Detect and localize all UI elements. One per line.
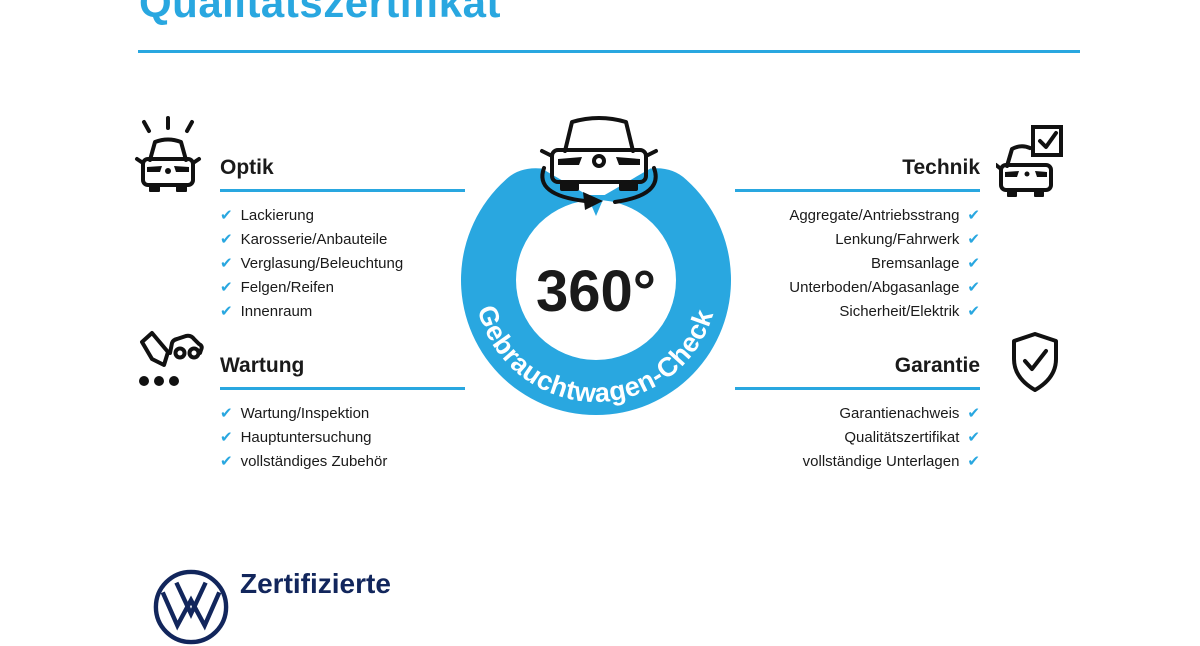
car-checkbox-icon <box>996 125 1063 197</box>
vw-logo-icon <box>153 569 229 645</box>
check-icon: ✔ <box>967 230 980 248</box>
check-icon: ✔ <box>967 302 980 320</box>
check-icon: ✔ <box>967 404 980 422</box>
shield-check-icon <box>1012 332 1058 392</box>
item-label: Verglasung/Beleuchtung <box>240 254 404 272</box>
checklist-item: vollständige Unterlagen ✔ <box>735 449 980 473</box>
check-icon: ✔ <box>967 278 980 296</box>
checklist-item: Lenkung/Fahrwerk ✔ <box>735 227 980 251</box>
check-icon: ✔ <box>967 452 980 470</box>
checklist-item: Sicherheit/Elektrik ✔ <box>735 299 980 323</box>
section-optik: Optik ✔ Lackierung ✔ Karosserie/Anbauteile… <box>220 155 465 323</box>
section-divider <box>220 387 465 390</box>
checklist-item: ✔ Wartung/Inspektion <box>220 401 465 425</box>
item-label: vollständiges Zubehör <box>240 452 388 470</box>
qualitaetszertifikat-page: { "title": "Qualitätszertifikat", "ui": … <box>135 0 1080 645</box>
item-label: Unterboden/Abgasanlage <box>789 278 960 296</box>
item-label: Felgen/Reifen <box>240 278 334 296</box>
check-icon: ✔ <box>220 206 233 224</box>
checklist-item: ✔ Karosserie/Anbauteile <box>220 227 465 251</box>
check-icon: ✔ <box>220 404 233 422</box>
item-label: Qualitätszertifikat <box>844 428 960 446</box>
360-check-ring: Gebrauchtwagen-Check 360° <box>461 168 731 416</box>
checklist-item: Aggregate/Antriebsstrang ✔ <box>735 203 980 227</box>
item-label: Garantienachweis <box>839 404 960 422</box>
item-label: Karosserie/Anbauteile <box>240 230 388 248</box>
section-title-technik: Technik <box>902 156 980 179</box>
section-divider <box>735 387 980 390</box>
checklist-item: ✔ Hauptuntersuchung <box>220 425 465 449</box>
title-divider <box>138 50 1080 53</box>
check-icon: ✔ <box>967 428 980 446</box>
section-title-garantie: Garantie <box>894 354 980 377</box>
checklist-item: ✔ Lackierung <box>220 203 465 227</box>
item-label: Lackierung <box>240 206 314 224</box>
checklist-item: ✔ Felgen/Reifen <box>220 275 465 299</box>
item-label: Hauptuntersuchung <box>240 428 372 446</box>
check-icon: ✔ <box>220 230 233 248</box>
check-icon: ✔ <box>220 428 233 446</box>
check-icon: ✔ <box>967 254 980 272</box>
item-label: vollständige Unterlagen <box>802 452 960 470</box>
checklist-item: Garantienachweis ✔ <box>735 401 980 425</box>
item-label: Aggregate/Antriebsstrang <box>789 206 960 224</box>
item-label: Innenraum <box>240 302 313 320</box>
section-garantie: Garantie Garantienachweis ✔ Qualitätszert… <box>735 353 980 473</box>
car-shine-icon <box>135 116 201 192</box>
item-label: Wartung/Inspektion <box>240 404 370 422</box>
section-divider <box>220 189 465 192</box>
pencil-car-icon <box>139 331 204 386</box>
section-title-wartung: Wartung <box>220 354 305 377</box>
check-icon: ✔ <box>220 302 233 320</box>
item-label: Sicherheit/Elektrik <box>839 302 960 320</box>
check-icon: ✔ <box>220 278 233 296</box>
checklist-item: Qualitätszertifikat ✔ <box>735 425 980 449</box>
ring-shape <box>461 168 731 416</box>
check-icon: ✔ <box>220 452 233 470</box>
car-front-rotation-arrows-icon <box>540 116 658 210</box>
checklist-item: Unterboden/Abgasanlage ✔ <box>735 275 980 299</box>
section-technik: Technik Aggregate/Antriebsstrang ✔ Lenkun… <box>735 155 980 323</box>
section-divider <box>735 189 980 192</box>
check-icon: ✔ <box>220 254 233 272</box>
item-label: Bremsanlage <box>871 254 960 272</box>
checklist-item: ✔ vollständiges Zubehör <box>220 449 465 473</box>
degree-label: 360° <box>536 259 656 324</box>
page-title: Qualitätszertifikat <box>139 0 501 26</box>
checklist-item: ✔ Innenraum <box>220 299 465 323</box>
section-title-optik: Optik <box>220 156 274 179</box>
checklist-item: Bremsanlage ✔ <box>735 251 980 275</box>
item-label: Lenkung/Fahrwerk <box>835 230 960 248</box>
check-icon: ✔ <box>967 206 980 224</box>
footer-brand-text: Zertifizierte <box>240 568 391 599</box>
checklist-item: ✔ Verglasung/Beleuchtung <box>220 251 465 275</box>
section-wartung: Wartung ✔ Wartung/Inspektion ✔ Hauptunters… <box>220 353 465 473</box>
